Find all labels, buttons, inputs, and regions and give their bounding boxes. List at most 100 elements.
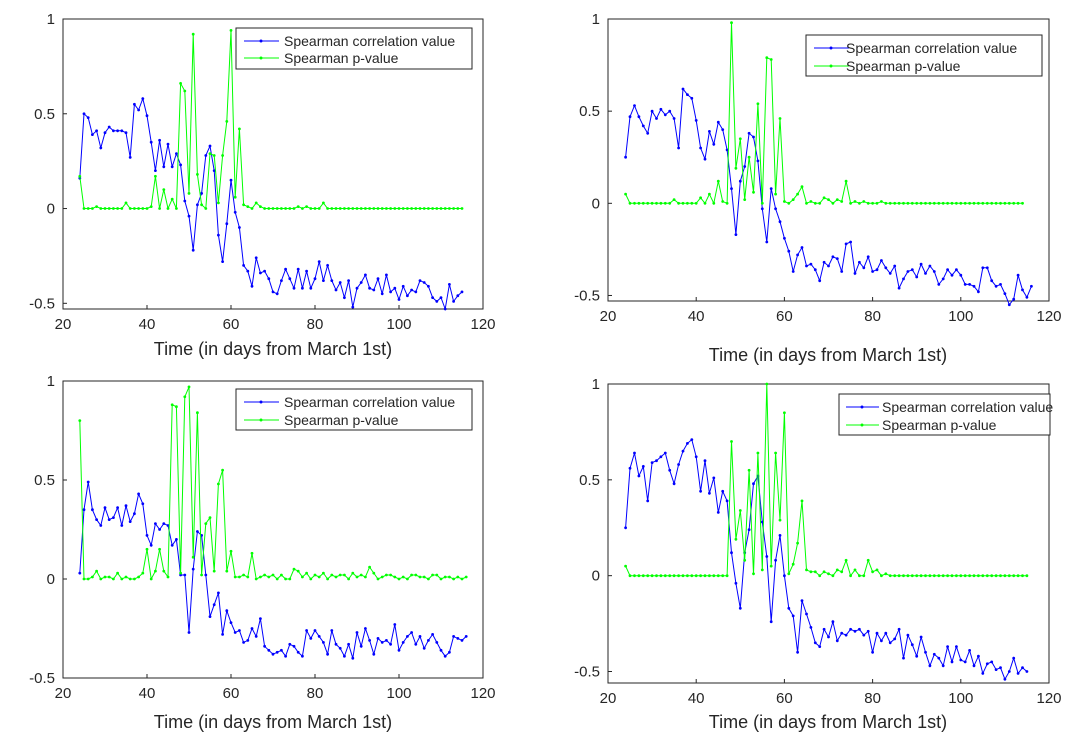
data-point-pval (431, 573, 434, 577)
chart-panel-2: 20 40 60 80 100 120 -0.5 0 0.5 1 Spearman correla… (532, 0, 1065, 367)
data-point-corr (368, 286, 371, 290)
data-point-corr (641, 124, 645, 128)
data-point-pval (880, 574, 883, 578)
data-point-corr (906, 270, 910, 273)
data-point-corr (170, 543, 174, 547)
data-point-corr (309, 637, 313, 640)
data-point-pval (128, 577, 132, 581)
data-point-corr (778, 220, 782, 224)
data-point-corr (1003, 292, 1007, 295)
data-point-pval (809, 570, 813, 574)
data-point-corr (1025, 670, 1029, 673)
x-axis-label: Time (in days from March 1st) (709, 712, 947, 732)
data-point-corr (137, 492, 141, 496)
data-point-corr (884, 631, 888, 635)
data-point-pval (95, 569, 98, 573)
data-point-pval (668, 201, 672, 205)
data-point-corr (937, 283, 941, 286)
data-point-corr (238, 226, 241, 229)
data-point-corr (212, 603, 216, 607)
data-point-corr (355, 631, 359, 634)
data-point-pval (760, 568, 764, 572)
data-point-corr (800, 599, 804, 602)
axis-ticks: 20 40 60 80 100 120 -0.5 0 0.5 1 (29, 373, 495, 702)
data-point-pval (305, 571, 308, 575)
data-point-corr (694, 119, 698, 122)
data-point-pval (650, 201, 654, 205)
data-point-corr (175, 152, 178, 156)
data-point-corr (116, 129, 119, 133)
data-point-corr (422, 646, 426, 650)
data-point-pval (137, 207, 141, 210)
data-point-corr (233, 210, 237, 214)
data-point-corr (259, 271, 262, 275)
data-point-pval (86, 207, 90, 210)
data-point-corr (686, 93, 689, 96)
data-point-pval (712, 201, 716, 205)
data-point-corr (158, 138, 162, 142)
data-point-pval (915, 574, 919, 578)
data-point-corr (778, 534, 782, 537)
data-point-pval (212, 154, 216, 157)
legend-marker-corr (259, 39, 263, 43)
data-point-corr (668, 468, 672, 472)
legend-marker-pval (829, 64, 833, 68)
data-point-corr (166, 524, 170, 527)
data-point-pval (204, 207, 208, 210)
legend-marker-corr (259, 400, 263, 404)
data-point-corr (191, 248, 195, 252)
x-tick-label: 100 (386, 685, 411, 702)
data-point-corr (460, 639, 464, 642)
data-point-corr (301, 654, 304, 658)
data-point-corr (835, 639, 839, 643)
data-point-pval (334, 207, 338, 210)
data-point-corr (305, 269, 308, 273)
data-point-corr (650, 109, 654, 113)
data-point-pval (977, 201, 980, 205)
y-tick-label: 0.5 (34, 106, 55, 123)
data-point-corr (410, 288, 413, 292)
data-point-corr (928, 664, 932, 668)
data-point-pval (756, 451, 760, 455)
legend-marker-corr (860, 405, 864, 409)
x-tick-label: 80 (307, 685, 324, 702)
data-point-corr (225, 222, 229, 226)
data-point-pval (103, 575, 107, 579)
data-point-pval (149, 205, 153, 209)
data-point-pval (981, 574, 985, 578)
x-tick-label: 60 (223, 316, 240, 333)
data-point-corr (263, 644, 266, 648)
data-point-pval (805, 201, 808, 205)
data-point-corr (783, 574, 786, 578)
data-point-pval (196, 173, 199, 176)
data-point-corr (141, 502, 145, 506)
data-point-pval (769, 58, 773, 61)
data-point-pval (183, 395, 187, 399)
data-point-pval (628, 201, 632, 205)
x-tick-label: 20 (55, 685, 72, 702)
data-point-pval (999, 574, 1002, 578)
data-point-corr (800, 246, 804, 249)
data-point-pval (225, 569, 229, 573)
data-point-corr (292, 286, 296, 290)
data-point-pval (743, 558, 747, 562)
data-point-corr (924, 272, 927, 275)
data-point-corr (301, 286, 304, 290)
data-point-corr (91, 508, 94, 512)
data-point-pval (238, 127, 241, 131)
data-point-corr (376, 277, 380, 281)
data-point-pval (730, 440, 733, 443)
series-line-corr (79, 96, 463, 311)
data-point-pval (120, 207, 124, 210)
data-point-corr (813, 268, 817, 272)
data-point-pval (422, 207, 426, 210)
y-tick-label: -0.5 (29, 295, 55, 312)
data-point-pval (875, 201, 879, 205)
data-point-pval (196, 411, 199, 415)
data-point-corr (334, 642, 338, 646)
data-point-corr (919, 262, 923, 266)
data-point-pval (250, 207, 254, 210)
data-point-corr (624, 155, 627, 159)
data-point-pval (963, 201, 967, 205)
data-point-corr (831, 255, 835, 259)
